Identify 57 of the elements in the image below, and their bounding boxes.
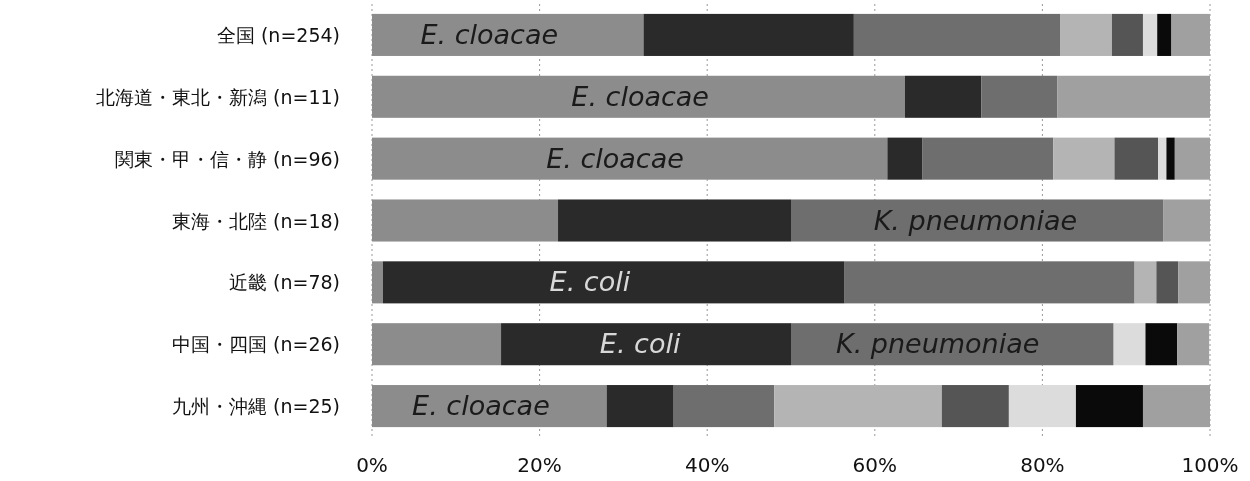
bar: [606, 385, 674, 428]
bar: [1134, 261, 1157, 304]
bar: [981, 75, 1058, 118]
y-tick-label: 九州・沖縄 (n=25): [171, 395, 340, 418]
bar: [1157, 13, 1172, 56]
bar: [887, 137, 923, 180]
y-tick-label: 北海道・東北・新潟 (n=11): [95, 85, 340, 108]
bar: [853, 13, 1060, 56]
bar: [372, 261, 383, 304]
x-tick-label: 40%: [684, 453, 730, 477]
annotation: E. coli: [549, 266, 631, 298]
bar: [1114, 137, 1159, 180]
y-tick-label: 全国 (n=254): [216, 23, 340, 46]
bar: [372, 13, 644, 56]
bar: [1111, 13, 1143, 56]
bar: [382, 261, 845, 304]
y-tick-label: 近畿 (n=78): [228, 271, 340, 294]
bar: [922, 137, 1054, 180]
bar: [941, 385, 1009, 428]
bar: [1145, 323, 1178, 366]
bar: [1008, 385, 1076, 428]
y-tick-label: 中国・四国 (n=26): [171, 333, 340, 356]
bar: [372, 75, 905, 118]
annotation: K. pneumoniae: [873, 204, 1078, 236]
y-tick-label: 東海・北陸 (n=18): [171, 209, 340, 232]
bar: [1075, 385, 1143, 428]
bar: [1053, 137, 1115, 180]
bar: [904, 75, 982, 118]
y-tick-label: 関東・甲・信・静 (n=96): [114, 147, 340, 170]
bar: [1060, 13, 1112, 56]
bar: [372, 137, 888, 180]
bar: [1156, 261, 1179, 304]
bar: [1142, 13, 1158, 56]
x-tick-label: 0%: [356, 453, 388, 477]
x-tick-label: 60%: [852, 453, 898, 477]
x-tick-label: 100%: [1181, 453, 1239, 477]
bar: [643, 13, 854, 56]
bar: [844, 261, 1135, 304]
bar: [558, 199, 791, 242]
annotation: E. cloacae: [420, 18, 559, 50]
bar: [791, 199, 1164, 242]
bar: [372, 385, 607, 428]
bar: [673, 385, 775, 428]
annotation: E. cloacae: [412, 390, 550, 422]
bar: [1166, 137, 1175, 180]
bar: [1158, 137, 1167, 180]
bar: [501, 323, 791, 366]
annotation: E. cloacae: [571, 80, 709, 112]
x-tick-label: 80%: [1020, 453, 1065, 477]
annotation: K. pneumoniae: [835, 328, 1040, 360]
bar: [1113, 323, 1146, 366]
bar: [774, 385, 942, 428]
bar: [372, 199, 559, 242]
x-tick-label: 20%: [517, 453, 562, 477]
bar: [372, 323, 502, 366]
annotation: E. coli: [599, 328, 681, 360]
annotation: E. cloacae: [546, 142, 684, 174]
